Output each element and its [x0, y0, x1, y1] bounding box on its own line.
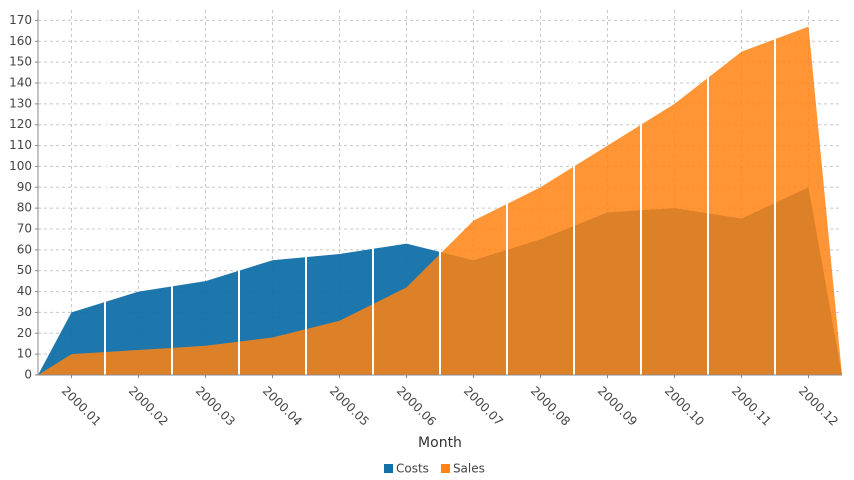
legend-swatch	[384, 464, 393, 473]
y-tick-label: 120	[9, 117, 32, 131]
x-tick-label: 2000.07	[461, 384, 506, 429]
x-tick-label: 2000.05	[327, 384, 372, 429]
legend-swatch	[440, 464, 450, 473]
y-tick-label: 70	[17, 222, 32, 236]
legend-label: Costs	[396, 462, 429, 476]
y-tick-label: 140	[9, 76, 32, 90]
y-tick-label: 160	[9, 34, 32, 48]
x-tick-label: 2000.01	[59, 384, 104, 429]
x-tick-label: 2000.08	[528, 384, 573, 429]
legend-label: Sales	[453, 462, 485, 476]
y-tick-label: 90	[17, 180, 32, 194]
x-tick-label: 2000.11	[729, 384, 774, 429]
y-tick-label: 10	[17, 347, 32, 361]
y-tick-label: 30	[17, 305, 32, 319]
x-tick-label: 2000.09	[595, 384, 640, 429]
y-tick-label: 110	[9, 138, 32, 152]
x-tick-label: 2000.10	[662, 384, 707, 429]
legend: Costs Sales	[384, 462, 485, 476]
x-tick-label: 2000.04	[260, 384, 305, 429]
x-tick-label: 2000.06	[394, 384, 439, 429]
x-axis-label: Month	[418, 435, 462, 451]
y-tick-label: 170	[9, 13, 32, 27]
y-tick-label: 100	[9, 159, 32, 173]
y-tick-label: 20	[17, 326, 32, 340]
y-tick-label: 40	[17, 284, 32, 298]
x-tick-label: 2000.02	[126, 384, 171, 429]
y-tick-label: 0	[24, 368, 32, 382]
y-tick-label: 80	[17, 201, 32, 215]
x-tick-label: 2000.12	[796, 384, 841, 429]
x-tick-label: 2000.03	[193, 384, 238, 429]
areas	[38, 10, 842, 375]
y-tick-label: 150	[9, 55, 32, 69]
y-tick-label: 130	[9, 96, 32, 110]
y-tick-label: 50	[17, 263, 32, 277]
y-tick-label: 60	[17, 242, 32, 256]
